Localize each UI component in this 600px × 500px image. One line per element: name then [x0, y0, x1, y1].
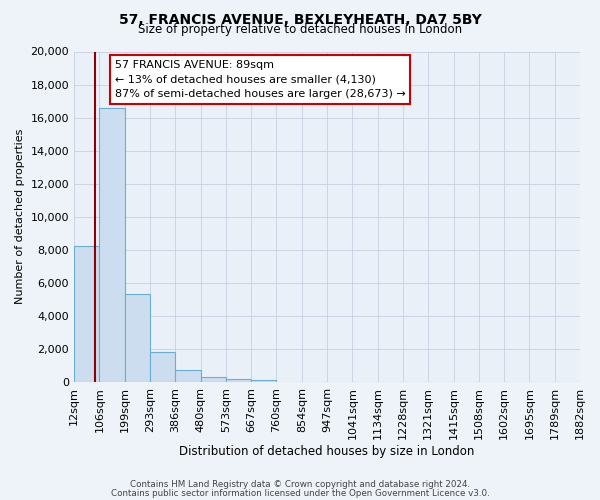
- Y-axis label: Number of detached properties: Number of detached properties: [15, 129, 25, 304]
- Bar: [251, 380, 277, 382]
- Bar: [150, 352, 175, 382]
- Bar: [125, 294, 150, 382]
- Text: 57, FRANCIS AVENUE, BEXLEYHEATH, DA7 5BY: 57, FRANCIS AVENUE, BEXLEYHEATH, DA7 5BY: [119, 12, 481, 26]
- Text: 57 FRANCIS AVENUE: 89sqm
← 13% of detached houses are smaller (4,130)
87% of sem: 57 FRANCIS AVENUE: 89sqm ← 13% of detach…: [115, 60, 405, 100]
- Bar: [226, 378, 251, 382]
- Bar: [200, 377, 226, 382]
- Text: Contains HM Land Registry data © Crown copyright and database right 2024.: Contains HM Land Registry data © Crown c…: [130, 480, 470, 489]
- Text: Contains public sector information licensed under the Open Government Licence v3: Contains public sector information licen…: [110, 489, 490, 498]
- Bar: [175, 370, 200, 382]
- Bar: [100, 108, 125, 382]
- Bar: [74, 246, 100, 382]
- X-axis label: Distribution of detached houses by size in London: Distribution of detached houses by size …: [179, 444, 475, 458]
- Text: Size of property relative to detached houses in London: Size of property relative to detached ho…: [138, 22, 462, 36]
